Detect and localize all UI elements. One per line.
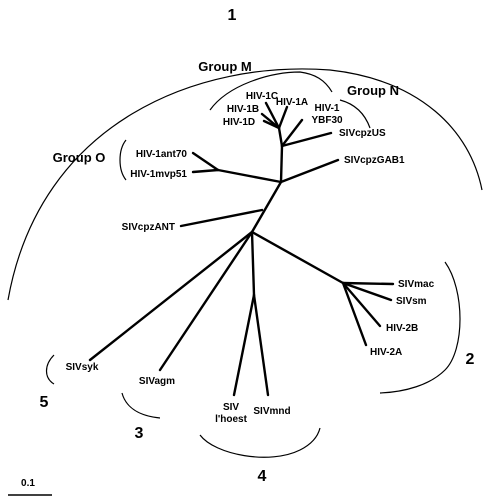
branch-sivagm bbox=[158, 230, 254, 372]
cluster-5-label: 5 bbox=[40, 394, 49, 411]
group-o-bracket bbox=[119, 139, 127, 181]
taxon-sivcpzgab1: SIVcpzGAB1 bbox=[344, 155, 405, 166]
taxon-hiv1d: HIV-1D bbox=[223, 117, 255, 128]
branch-cluster4-stem bbox=[250, 230, 256, 297]
branch-ybf30 bbox=[280, 118, 304, 148]
branch-trunk bbox=[250, 180, 283, 234]
cluster-4-label: 4 bbox=[258, 468, 267, 485]
taxon-sivcpzant: SIVcpzANT bbox=[122, 222, 175, 233]
branch-m-node bbox=[277, 126, 284, 148]
group-o-label: Group O bbox=[53, 150, 106, 165]
taxon-sivlhoest-line1: SIV bbox=[223, 402, 239, 413]
taxon-sivagm: SIVagm bbox=[139, 376, 175, 387]
taxon-sivsm: SIVsm bbox=[396, 296, 427, 307]
taxon-hiv1mvp51: HIV-1mvp51 bbox=[130, 169, 187, 180]
branch-hiv1a bbox=[277, 105, 289, 130]
taxon-sivlhoest-line2: l'hoest bbox=[215, 414, 247, 425]
cluster-1-label: 1 bbox=[228, 7, 237, 24]
taxon-sivmnd: SIVmnd bbox=[253, 406, 290, 417]
taxon-hiv2b: HIV-2B bbox=[386, 323, 418, 334]
branch-sivcpzant bbox=[179, 208, 264, 228]
taxon-hiv1-ybf30-line2: YBF30 bbox=[311, 115, 343, 126]
cluster-5-bracket bbox=[45, 354, 55, 385]
branch-hiv1d bbox=[262, 119, 281, 130]
taxon-sivmac: SIVmac bbox=[398, 279, 435, 290]
cluster-3-bracket bbox=[121, 392, 161, 419]
cluster-4-bracket bbox=[199, 427, 321, 458]
branch-hiv1c bbox=[264, 101, 281, 130]
cluster-2-label: 2 bbox=[466, 351, 475, 368]
branch-hiv2b bbox=[341, 281, 382, 328]
branch-hiv1ant70 bbox=[191, 151, 220, 172]
group-n-label: Group N bbox=[347, 83, 399, 98]
branch-hiv2-stem bbox=[250, 230, 345, 285]
taxon-hiv1c: HIV-1C bbox=[246, 91, 278, 102]
taxon-hiv1b: HIV-1B bbox=[227, 104, 259, 115]
cluster-2-bracket bbox=[379, 261, 461, 394]
taxon-sivcpzus: SIVcpzUS bbox=[339, 128, 386, 139]
group-m-label: Group M bbox=[198, 59, 251, 74]
branch-sivlhoest bbox=[232, 293, 256, 397]
branch-hiv1mvp51 bbox=[191, 168, 220, 174]
branch-sivmnd bbox=[252, 293, 270, 397]
branch-sivmac bbox=[341, 281, 395, 286]
branch-hiv2a bbox=[341, 281, 368, 347]
branch-groupo-stem bbox=[216, 168, 283, 184]
branch-sivcpzgab1 bbox=[279, 158, 340, 184]
branch-sivsyk bbox=[88, 230, 254, 362]
branch-mn-stem bbox=[279, 144, 284, 184]
taxon-hiv1-ybf30-line1: HIV-1 bbox=[314, 103, 339, 114]
branch-sivsm bbox=[341, 281, 393, 302]
tree-branches bbox=[88, 101, 395, 397]
cluster-1-bracket bbox=[7, 68, 483, 301]
branch-sivcpzus bbox=[280, 131, 333, 148]
scale-bar-label: 0.1 bbox=[21, 478, 35, 489]
cluster-3-label: 3 bbox=[135, 425, 144, 442]
taxon-hiv1a: HIV-1A bbox=[276, 97, 308, 108]
group-n-bracket bbox=[339, 99, 371, 129]
taxon-hiv2a: HIV-2A bbox=[370, 347, 402, 358]
group-m-bracket bbox=[209, 71, 333, 111]
taxon-hiv1ant70: HIV-1ant70 bbox=[136, 149, 188, 160]
taxon-sivsyk: SIVsyk bbox=[66, 362, 99, 373]
